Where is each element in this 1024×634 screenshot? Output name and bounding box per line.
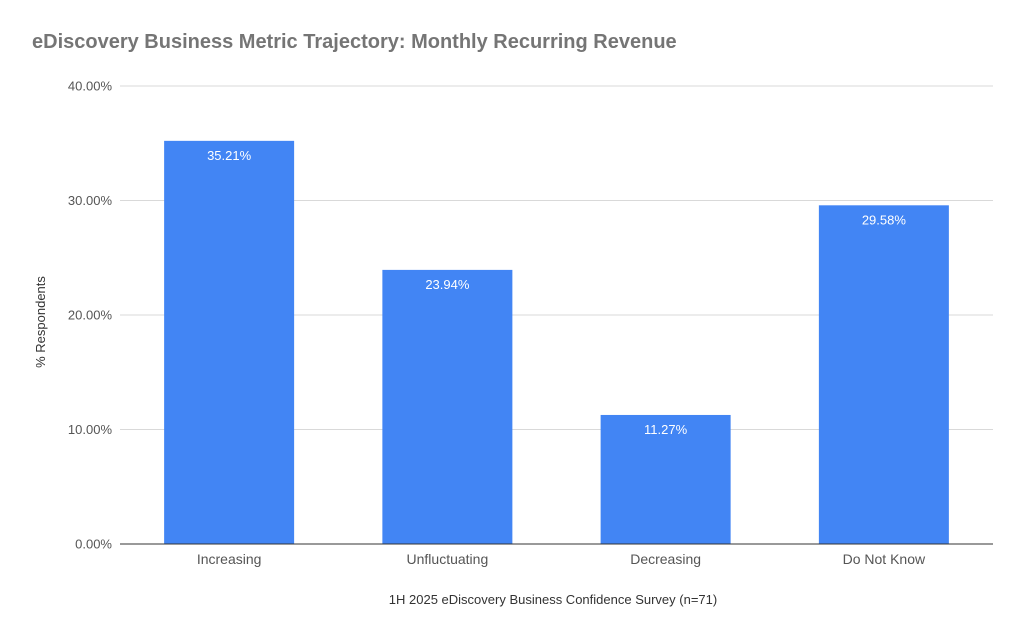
y-tick-label: 20.00% — [68, 308, 113, 323]
bar — [164, 140, 295, 544]
y-axis-title: % Respondents — [33, 276, 48, 368]
y-tick-label: 30.00% — [68, 193, 113, 208]
y-tick-label: 40.00% — [68, 79, 113, 94]
data-labels: 35.21% 23.94% 11.27% 29.58% — [207, 148, 906, 437]
data-label: 23.94% — [425, 277, 470, 292]
x-axis-ticks: Increasing Unfluctuating Decreasing Do Not … — [197, 551, 926, 567]
x-axis-title: 1H 2025 eDiscovery Business Confidence S… — [389, 592, 717, 607]
bars — [164, 140, 949, 544]
x-tick-label: Decreasing — [630, 551, 701, 567]
y-axis-ticks: 0.00% 10.00% 20.00% 30.00% 40.00% — [68, 79, 113, 552]
y-tick-label: 10.00% — [68, 422, 113, 437]
data-label: 35.21% — [207, 148, 252, 163]
bar — [382, 269, 513, 544]
bar — [818, 205, 949, 544]
x-tick-label: Unfluctuating — [407, 551, 489, 567]
x-tick-label: Increasing — [197, 551, 262, 567]
chart-title: eDiscovery Business Metric Trajectory: M… — [32, 31, 677, 53]
bar — [600, 414, 731, 544]
x-tick-label: Do Not Know — [843, 551, 926, 567]
y-tick-label: 0.00% — [75, 537, 112, 552]
data-label: 11.27% — [644, 422, 688, 437]
data-label: 29.58% — [862, 212, 907, 227]
